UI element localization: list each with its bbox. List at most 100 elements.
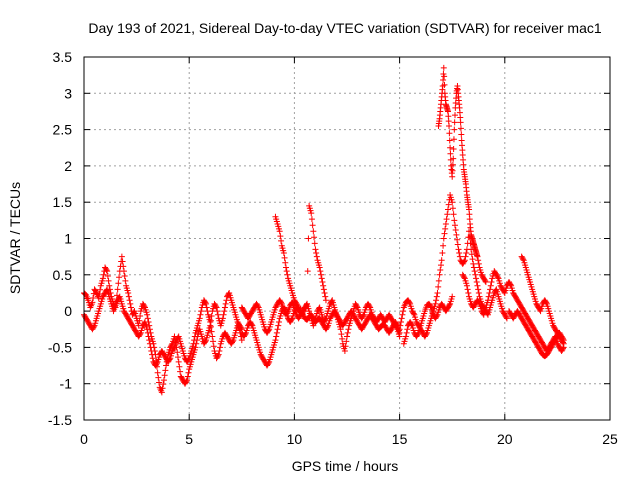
data-point <box>520 256 527 263</box>
data-point <box>503 314 510 321</box>
data-point <box>461 274 468 281</box>
data-point <box>475 299 482 306</box>
data-point <box>456 250 463 257</box>
data-point <box>144 326 151 333</box>
data-point <box>441 81 448 88</box>
data-point <box>438 257 445 264</box>
data-point <box>451 119 458 126</box>
data-point <box>444 206 451 213</box>
data-point <box>341 348 348 355</box>
data-point <box>280 250 287 257</box>
x-tick-label: 10 <box>287 431 303 447</box>
axis-ticks <box>83 56 611 421</box>
data-point <box>437 266 444 273</box>
data-point <box>324 323 331 330</box>
data-point <box>404 326 411 333</box>
data-point <box>190 340 197 347</box>
y-tick-label: 2 <box>64 158 72 174</box>
data-point <box>449 167 456 174</box>
data-point <box>207 317 214 324</box>
data-point <box>308 216 315 223</box>
data-point <box>183 378 190 385</box>
data-point <box>203 300 210 307</box>
data-point <box>450 155 457 162</box>
y-tick-label: 0.5 <box>53 267 73 283</box>
data-point <box>116 294 123 301</box>
data-point <box>213 304 220 311</box>
data-point <box>163 362 170 369</box>
data-point <box>185 369 192 376</box>
data-point <box>212 303 219 310</box>
data-point <box>484 297 491 304</box>
data-point <box>198 308 205 315</box>
data-point <box>153 360 160 367</box>
x-tick-label: 25 <box>602 431 618 447</box>
data-point <box>436 271 443 278</box>
data-point <box>283 268 290 275</box>
x-tick-label: 5 <box>185 431 193 447</box>
y-tick-label: 1 <box>64 231 72 247</box>
data-point <box>440 64 447 71</box>
data-point <box>475 257 482 264</box>
data-point <box>442 220 449 227</box>
plot-frame <box>83 56 611 421</box>
data-point <box>442 225 449 232</box>
data-point <box>277 233 284 240</box>
data-point <box>137 312 144 319</box>
data-point <box>322 297 329 304</box>
data-point <box>147 344 154 351</box>
data-point <box>115 280 122 287</box>
data-point <box>465 289 472 296</box>
data-point <box>136 317 143 324</box>
data-point <box>452 112 459 119</box>
data-point <box>475 289 482 296</box>
y-axis-label: SDTVAR / TECUs <box>7 182 23 294</box>
data-point <box>474 253 481 260</box>
data-point <box>105 277 112 284</box>
data-point <box>141 320 148 327</box>
data-point <box>197 311 204 318</box>
data-point <box>437 262 444 269</box>
data-point <box>106 282 113 289</box>
data-point <box>214 311 221 318</box>
data-point <box>207 318 214 325</box>
data-point <box>273 329 280 336</box>
data-point <box>342 343 349 350</box>
data-point <box>191 333 198 340</box>
data-point <box>265 327 272 334</box>
data-points <box>81 64 567 396</box>
data-point <box>313 253 320 260</box>
data-point <box>274 326 281 333</box>
data-point <box>402 333 409 340</box>
data-point <box>482 277 489 284</box>
data-point <box>208 312 215 319</box>
data-point <box>450 211 457 218</box>
data-point <box>360 312 367 319</box>
data-point <box>441 230 448 237</box>
data-point <box>214 308 221 315</box>
data-point <box>127 300 134 307</box>
data-point <box>155 374 162 381</box>
data-point <box>281 254 288 261</box>
data-point <box>440 242 447 249</box>
data-point <box>398 315 405 322</box>
data-point <box>316 264 323 271</box>
data-point <box>146 322 153 329</box>
data-point <box>159 385 166 392</box>
data-point <box>320 282 327 289</box>
data-point <box>225 291 232 298</box>
data-point <box>311 240 318 247</box>
data-point <box>184 373 191 380</box>
data-point <box>457 125 464 132</box>
data-point <box>311 234 318 241</box>
data-point <box>449 173 456 180</box>
data-point <box>284 309 291 316</box>
data-point <box>114 286 121 293</box>
data-point <box>158 389 165 396</box>
data-point <box>95 295 102 302</box>
data-point <box>104 273 111 280</box>
data-point <box>137 331 144 338</box>
data-point <box>265 360 272 367</box>
data-point <box>146 340 153 347</box>
data-point <box>242 331 249 338</box>
